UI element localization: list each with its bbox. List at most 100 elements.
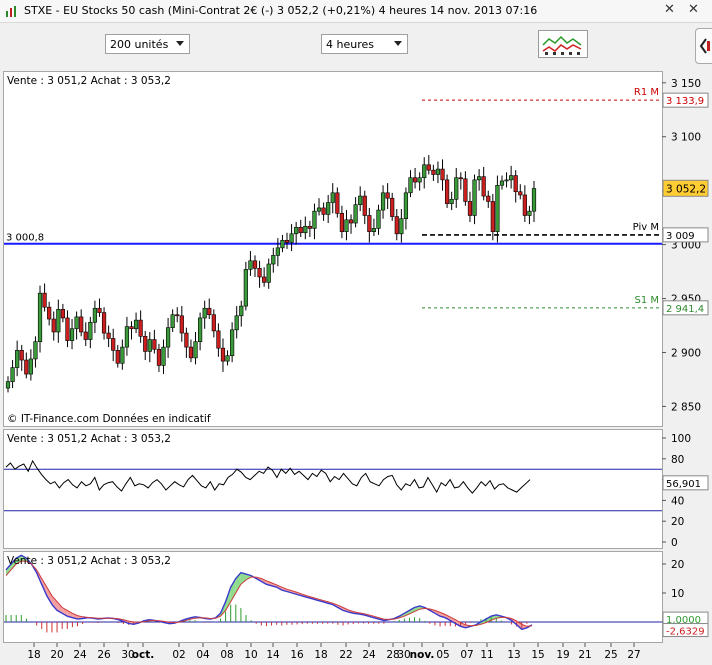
rsi-panel: 10080604020056,901 Vente : 3 051,2 Achat…	[3, 429, 709, 549]
candle-body	[339, 213, 344, 232]
period-select[interactable]: 4 heures	[321, 34, 408, 54]
close-icon[interactable]: ✕	[664, 2, 675, 17]
candle-body	[294, 227, 299, 235]
candle-body	[390, 197, 395, 217]
x-tick-label: 02	[172, 649, 185, 661]
candle-body	[348, 219, 354, 224]
y-tick-label: 20	[671, 516, 684, 528]
pivot-name: R1 M	[634, 87, 659, 98]
current-price-box	[662, 179, 709, 197]
candle-body	[385, 192, 390, 199]
candle-body	[202, 307, 207, 319]
candle-body	[120, 346, 125, 364]
candle-body	[399, 218, 404, 235]
candle-body	[298, 227, 303, 234]
y-tick-label: 3 100	[671, 132, 701, 144]
macd-panel: 201001,0000-2,6329 Vente : 3 051,2 Achat…	[3, 551, 709, 643]
x-tick-label: 20	[50, 649, 63, 661]
x-tick-label: 19	[556, 649, 569, 661]
macd-fill	[271, 582, 277, 588]
level-label: 3 000,8	[6, 233, 44, 244]
candle-body	[495, 184, 500, 232]
candle-body	[275, 247, 280, 256]
candle-body	[426, 164, 431, 171]
candle-body	[188, 346, 194, 359]
candle-body	[83, 331, 88, 340]
y-tick-label: 2 900	[671, 347, 701, 359]
x-tick-label: 08	[220, 649, 233, 661]
candle-body	[422, 164, 427, 179]
x-tick-label: 25	[604, 649, 617, 661]
pivot-value-box	[662, 227, 709, 243]
candle-body	[161, 346, 166, 366]
candle-body	[417, 177, 422, 183]
y-tick-label: 100	[671, 433, 691, 445]
macd-fill	[455, 619, 461, 627]
candle-body	[358, 195, 363, 205]
candle-body	[499, 180, 505, 186]
candle-body	[522, 194, 527, 216]
x-tick-label: 21	[578, 649, 591, 661]
candle-body	[97, 307, 102, 313]
pivot-value-label: 3 133,9	[666, 96, 704, 107]
rsi-header: Vente : 3 051,2 Achat : 3 053,2	[7, 433, 171, 445]
x-tick-label: 13	[507, 649, 520, 661]
y-tick-label: 80	[671, 454, 684, 466]
close-icon[interactable]: ✕	[688, 2, 699, 17]
candle-body	[444, 179, 450, 204]
candle-body	[467, 201, 473, 216]
candle-body	[225, 355, 230, 362]
candle-body	[376, 209, 381, 229]
candle-body	[321, 207, 326, 215]
pivot-value-box	[662, 300, 709, 316]
candle-body	[133, 319, 139, 330]
macd-value-label: 1,0000	[666, 615, 701, 626]
candle-body	[170, 314, 175, 328]
current-price-label: 3 052,2	[666, 183, 706, 195]
x-tick-label: nov.	[410, 649, 435, 661]
candle-body	[303, 225, 308, 234]
candle-body	[15, 350, 20, 368]
x-tick-label: 18	[27, 649, 40, 661]
x-tick-label: 04	[196, 649, 210, 661]
macd-fill	[240, 572, 247, 585]
candle-body	[198, 317, 203, 342]
indicator-button[interactable]	[538, 30, 588, 58]
candle-body	[527, 210, 532, 216]
y-tick-label: 0	[671, 537, 678, 549]
candle-body	[344, 219, 349, 232]
side-panel-button[interactable]	[695, 28, 712, 64]
candle-body	[207, 307, 212, 316]
candle-body	[262, 276, 267, 283]
candle-body	[326, 202, 331, 215]
macd-chart: 201001,0000-2,6329	[4, 554, 709, 638]
x-tick-label: 26	[97, 649, 111, 661]
rsi-value-box	[662, 475, 709, 491]
candle-body	[458, 177, 463, 180]
candle-body	[504, 179, 509, 182]
pivot-value-label: 2 941,4	[666, 304, 704, 315]
units-select[interactable]: 200 unités	[105, 34, 190, 54]
signal-line	[5, 560, 533, 627]
candle-body	[431, 169, 436, 175]
candle-body	[124, 326, 130, 348]
candle-body	[47, 306, 52, 320]
chevron-down-icon	[394, 41, 402, 46]
candle-body	[24, 359, 29, 375]
window-titlebar: STXE - EU Stocks 50 cash (Mini-Contrat 2…	[0, 0, 712, 23]
rsi-line	[5, 459, 531, 494]
pivot-value-label: 3 009	[666, 231, 695, 242]
candle-body	[257, 268, 262, 278]
candle-body	[143, 336, 148, 352]
x-tick-label: 24	[73, 649, 87, 661]
candle-body	[56, 309, 61, 333]
candle-body	[449, 198, 454, 204]
candle-body	[367, 215, 372, 232]
candle-body	[271, 255, 276, 265]
candle-body	[65, 317, 70, 341]
macd-fill	[230, 578, 236, 602]
candle-body	[266, 263, 271, 283]
